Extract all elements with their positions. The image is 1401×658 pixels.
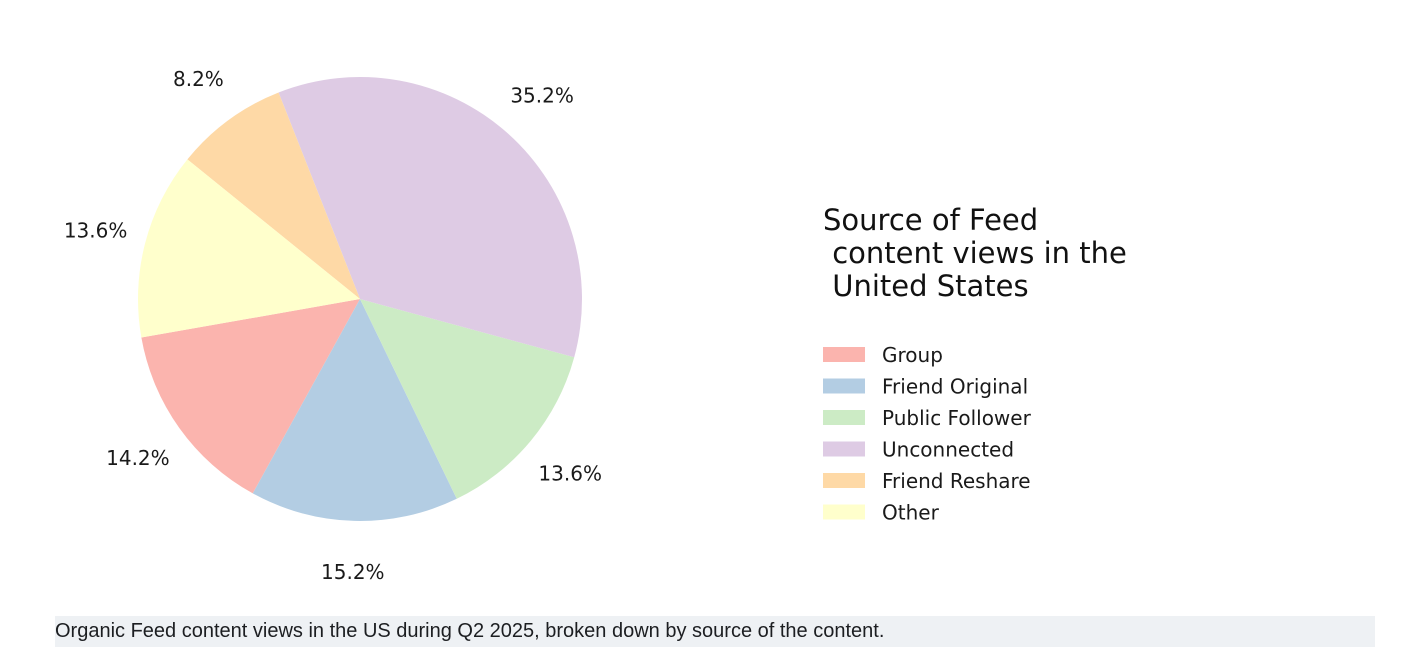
pie-slice-other <box>137 159 360 338</box>
pct-label-group: 14.2% <box>106 446 170 470</box>
pie-slice-unconnected <box>278 77 582 358</box>
legend-title-line-1: Source of Feed <box>823 203 1038 237</box>
pct-label-unconnected: 35.2% <box>510 84 574 108</box>
pct-label-other: 13.6% <box>64 219 128 243</box>
legend-label-other: Other <box>882 501 940 525</box>
pct-label-friend-reshare: 8.2% <box>173 67 224 91</box>
legend-items: Group Friend Original Public Follower Uncon… <box>823 343 1032 525</box>
legend-swatch-public-follower <box>823 410 865 425</box>
legend-swatch-friend-original <box>823 378 865 394</box>
pie-slice-friend-original <box>252 299 457 521</box>
legend-label-public-follower: Public Follower <box>882 406 1032 430</box>
legend-swatch-unconnected <box>823 441 865 457</box>
legend-label-unconnected: Unconnected <box>882 438 1014 462</box>
pct-label-public-follower: 13.6% <box>538 461 602 485</box>
legend-label-friend-reshare: Friend Reshare <box>882 469 1031 493</box>
legend: Source of Feed content views in the Unit… <box>823 203 1127 525</box>
legend-swatch-other <box>823 504 865 520</box>
pct-label-friend-original: 15.2% <box>321 560 385 584</box>
percentage-labels: 14.2% 15.2% 13.6% 35.2% 8.2% 13.6% <box>64 67 602 584</box>
pie-slices <box>137 77 582 521</box>
pie-chart: 14.2% 15.2% 13.6% 35.2% 8.2% 13.6% Source of … <box>64 67 1127 584</box>
legend-title-line-2: content views in the <box>823 236 1127 270</box>
legend-label-group: Group <box>882 343 943 367</box>
pie-slice-group <box>141 299 360 494</box>
figure-caption: Organic Feed content views in the US dur… <box>55 616 1375 647</box>
pie-slice-friend-reshare <box>187 92 360 299</box>
legend-swatch-friend-reshare <box>823 473 865 488</box>
legend-swatch-group <box>823 347 865 362</box>
legend-title-line-3: United States <box>823 269 1029 303</box>
pie-slice-public-follower <box>360 299 575 499</box>
legend-label-friend-original: Friend Original <box>882 375 1028 399</box>
